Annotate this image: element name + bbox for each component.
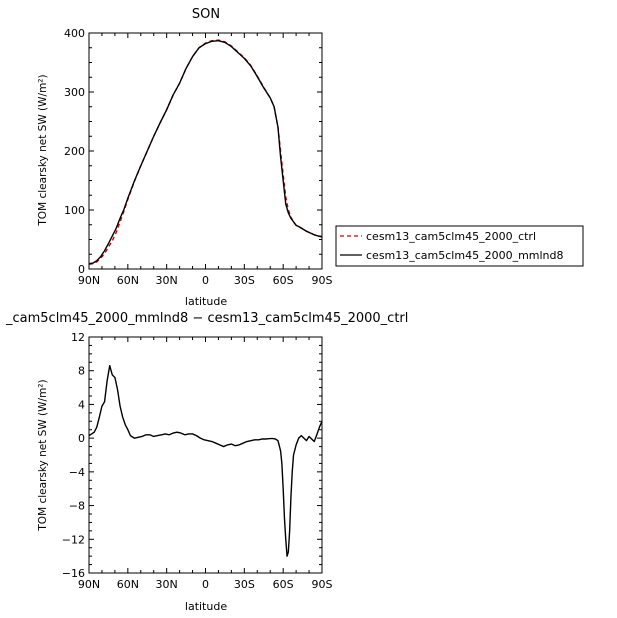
bottom-y-tick-label: 4 bbox=[78, 398, 85, 411]
top-series-line-ctrl bbox=[88, 39, 323, 265]
top-y-axis-label: TOM clearsky net SW (W/m²) bbox=[37, 74, 49, 226]
bottom-x-axis-label: latitude bbox=[185, 600, 227, 613]
bottom-x-tick-label: 30N bbox=[156, 578, 178, 591]
top-series-line-mmlnd8 bbox=[88, 39, 323, 265]
bottom-y-tick-label: −8 bbox=[69, 500, 85, 513]
legend-mmlnd8-label: cesm13_cam5clm45_2000_mmlnd8 bbox=[366, 249, 564, 262]
top-panel: SON latitude TOM clearsky net SW (W/m²) … bbox=[37, 7, 333, 308]
top-y-tick-label: 400 bbox=[64, 27, 85, 40]
top-series-lines bbox=[88, 39, 323, 265]
bottom-plot-frame bbox=[88, 336, 323, 574]
top-plot-frame bbox=[88, 32, 323, 270]
bottom-y-tick-label: 12 bbox=[71, 331, 85, 344]
bottom-x-tick-label: 90N bbox=[78, 578, 100, 591]
top-x-tick-label: 30S bbox=[234, 274, 255, 287]
bottom-y-tick-label: −12 bbox=[62, 533, 85, 546]
bottom-x-tick-label: 0 bbox=[202, 578, 209, 591]
top-chart-title: SON bbox=[192, 7, 220, 22]
top-x-tick-label: 90S bbox=[312, 274, 333, 287]
bottom-x-tick-label: 60S bbox=[273, 578, 294, 591]
bottom-series-line-0 bbox=[88, 364, 323, 557]
bottom-panel: _cam5clm45_2000_mmlnd8 − cesm13_cam5clm4… bbox=[5, 311, 408, 613]
top-y-tick-label: 100 bbox=[64, 204, 85, 217]
top-x-tick-label: 30N bbox=[156, 274, 178, 287]
top-y-tick-label: 300 bbox=[64, 86, 85, 99]
top-x-tick-label: 0 bbox=[202, 274, 209, 287]
bottom-y-ticks: 12 8 4 0 −4 −8 −12 −16 bbox=[62, 331, 322, 580]
legend: cesm13_cam5clm45_2000_ctrl cesm13_cam5cl… bbox=[335, 225, 584, 267]
bottom-y-tick-label: 0 bbox=[78, 432, 85, 445]
top-x-ticks: 90N 60N 30N 0 30S 60S 90S bbox=[78, 33, 333, 287]
top-x-tick-label: 60S bbox=[273, 274, 294, 287]
bottom-chart-title: _cam5clm45_2000_mmlnd8 − cesm13_cam5clm4… bbox=[5, 311, 408, 326]
bottom-y-tick-label: −16 bbox=[62, 567, 85, 580]
bottom-y-axis-label: TOM clearsky net SW (W/m²) bbox=[37, 379, 49, 531]
top-y-ticks: 0 100 200 300 400 bbox=[64, 27, 322, 276]
bottom-y-tick-label: 8 bbox=[78, 365, 85, 378]
bottom-x-tick-label: 90S bbox=[312, 578, 333, 591]
top-x-tick-label: 60N bbox=[117, 274, 139, 287]
bottom-x-tick-label: 30S bbox=[234, 578, 255, 591]
legend-box bbox=[335, 225, 584, 267]
bottom-x-ticks: 90N 60N 30N 0 30S 60S 90S bbox=[78, 337, 333, 591]
bottom-y-tick-label: −4 bbox=[69, 466, 85, 479]
top-x-tick-label: 90N bbox=[78, 274, 100, 287]
legend-ctrl-label: cesm13_cam5clm45_2000_ctrl bbox=[366, 230, 536, 243]
bottom-x-tick-label: 60N bbox=[117, 578, 139, 591]
top-y-tick-label: 0 bbox=[78, 263, 85, 276]
top-y-tick-label: 200 bbox=[64, 145, 85, 158]
top-x-axis-label: latitude bbox=[185, 295, 227, 308]
bottom-series-lines bbox=[88, 364, 323, 557]
